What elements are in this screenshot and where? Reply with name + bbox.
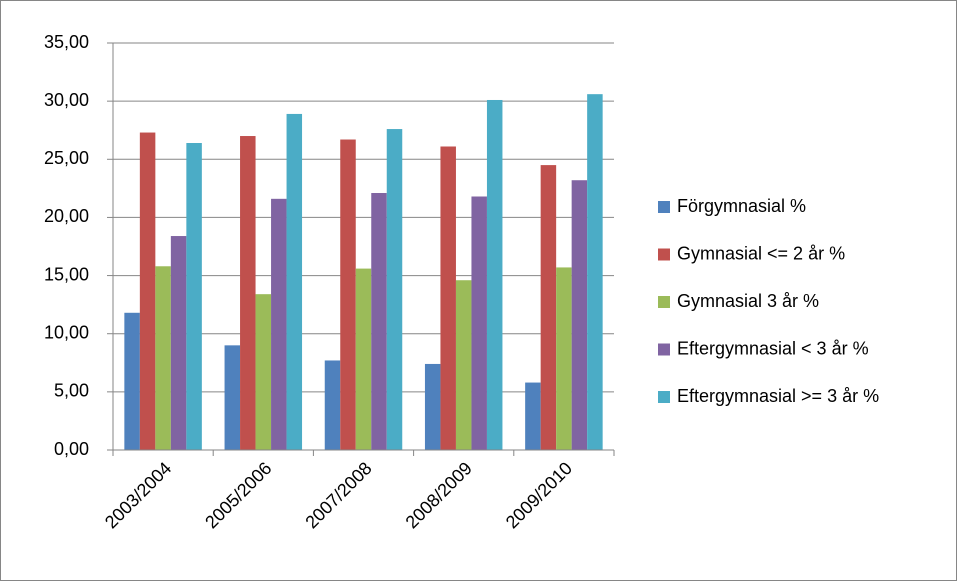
bar — [424, 363, 441, 450]
y-tick-label: 0,00 — [54, 439, 89, 459]
bar — [371, 193, 387, 450]
legend-label: Gymnasial 3 år % — [677, 291, 819, 311]
legend-label: Förgymnasial % — [677, 196, 806, 216]
bar — [556, 267, 572, 450]
legend-swatch — [658, 201, 670, 213]
bar — [525, 382, 541, 450]
bar — [255, 294, 272, 450]
bar — [471, 196, 487, 450]
bar — [540, 165, 557, 450]
bar — [324, 360, 341, 450]
bar — [571, 180, 588, 450]
bar — [224, 345, 241, 450]
y-tick-label: 20,00 — [44, 206, 89, 226]
legend-swatch — [658, 296, 670, 308]
legend-swatch — [658, 391, 670, 403]
bar — [355, 268, 372, 450]
bar — [155, 266, 171, 450]
legend-label: Eftergymnasial < 3 år % — [677, 338, 869, 358]
y-tick-label: 5,00 — [54, 381, 89, 401]
bar — [186, 143, 202, 450]
y-tick-label: 10,00 — [44, 322, 89, 342]
bar — [124, 312, 140, 450]
bar — [240, 136, 256, 450]
bar — [587, 94, 603, 450]
y-tick-label: 25,00 — [44, 148, 89, 168]
bar — [271, 198, 287, 450]
bar — [486, 99, 503, 450]
bar — [286, 113, 303, 450]
legend-swatch — [658, 248, 670, 261]
legend-label: Gymnasial <= 2 år % — [677, 243, 845, 263]
bar — [386, 129, 403, 450]
legend-label: Eftergymnasial >= 3 år % — [677, 386, 879, 406]
legend-swatch — [658, 343, 670, 356]
y-tick-label: 30,00 — [44, 90, 89, 110]
y-tick-label: 15,00 — [44, 264, 89, 284]
bar — [340, 139, 356, 450]
bar — [455, 280, 472, 450]
bar — [139, 132, 156, 451]
y-tick-label: 35,00 — [44, 32, 89, 52]
bar — [170, 236, 187, 450]
bar — [440, 146, 456, 450]
